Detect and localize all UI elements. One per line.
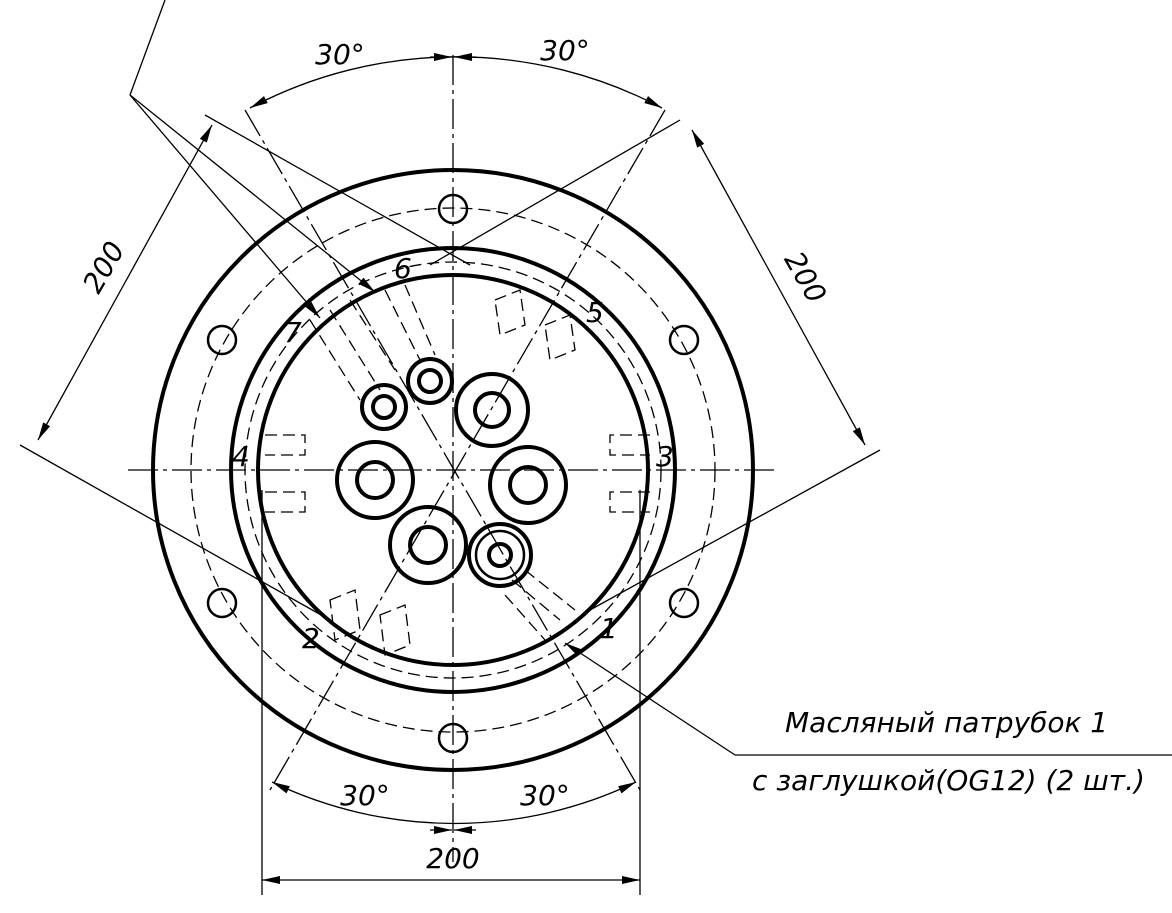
port-number: 7 <box>284 316 302 349</box>
port-number: 6 <box>394 252 412 285</box>
drawing: 30° 30° 30° 30° 200 200 200 1 2 3 4 5 6 … <box>0 0 1172 913</box>
annotation: с заглушкой(OG12) (2 шт.) <box>752 764 1145 797</box>
flange <box>128 55 778 862</box>
port-number: 3 <box>656 440 674 473</box>
length-label: 200 <box>426 842 479 875</box>
angle-label: 30° <box>540 34 590 67</box>
port-number: 2 <box>302 622 320 655</box>
length-label: 200 <box>76 236 131 299</box>
length-label: 200 <box>778 246 833 309</box>
port-number: 1 <box>600 612 618 645</box>
angle-label: 30° <box>520 779 570 812</box>
annotation: Масляный патрубок 1 <box>785 706 1108 739</box>
angle-label: 30° <box>340 779 390 812</box>
angle-label: 30° <box>315 38 365 71</box>
port-number: 5 <box>586 296 604 329</box>
port-number: 4 <box>232 440 250 473</box>
